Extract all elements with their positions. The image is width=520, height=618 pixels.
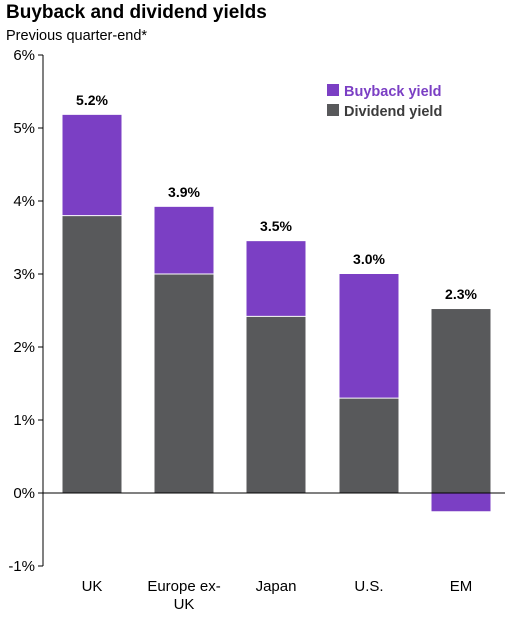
total-data-label: 2.3% [445,286,477,302]
bar-buyback-yield [431,493,491,512]
total-data-label: 3.9% [168,184,200,200]
y-tick-label: 1% [13,412,35,429]
total-data-label: 3.0% [353,251,385,267]
total-data-label: 3.5% [260,218,292,234]
category-label: UK [174,596,195,613]
y-tick-label: -1% [8,558,35,575]
y-tick-label: 0% [13,485,35,502]
bar-buyback-yield [246,241,306,317]
legend-label: Dividend yield [344,104,442,120]
y-tick-label: 2% [13,339,35,356]
bar-dividend-yield [431,309,491,493]
chart-title: Buyback and dividend yields [6,2,267,23]
y-tick-label: 3% [13,266,35,283]
category-label: U.S. [354,578,383,595]
legend-label: Buyback yield [344,84,442,100]
category-label: UK [82,578,103,595]
y-tick-label: 6% [13,47,35,64]
bar-buyback-yield [154,206,214,274]
bar-dividend-yield [339,398,399,493]
bar-dividend-yield [62,215,122,493]
bar-buyback-yield [339,274,399,399]
chart-subtitle: Previous quarter-end* [6,28,148,44]
y-tick-label: 5% [13,120,35,137]
category-label: Japan [256,578,297,595]
legend-swatch [327,104,339,116]
bar-dividend-yield [154,274,214,493]
category-label: EM [450,578,473,595]
legend-swatch [327,84,339,96]
category-label: Europe ex- [147,578,220,595]
bar-buyback-yield [62,114,122,216]
bar-dividend-yield [246,316,306,493]
total-data-label: 5.2% [76,92,108,108]
y-tick-label: 4% [13,193,35,210]
